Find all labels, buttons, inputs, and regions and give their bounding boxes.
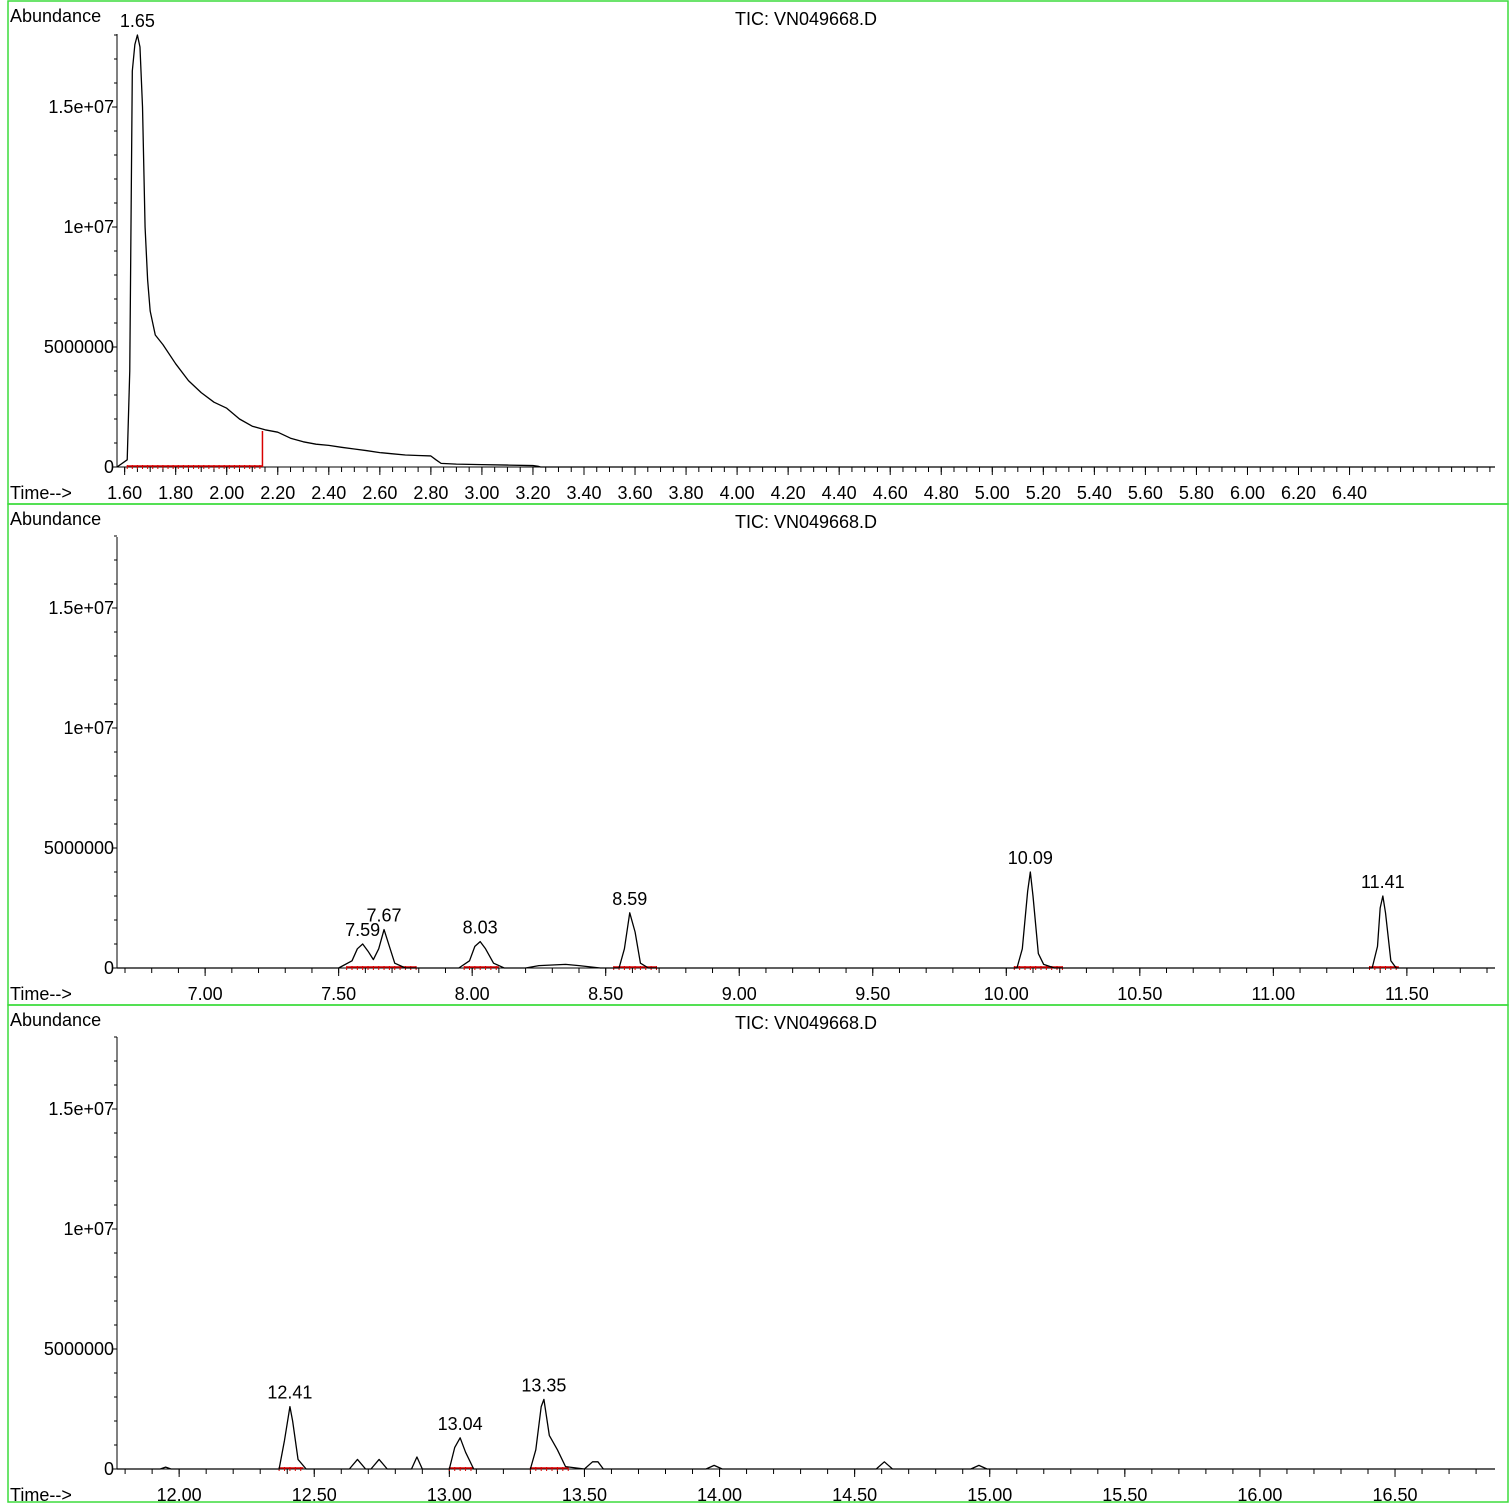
- y-axis-label: Abundance: [10, 6, 101, 26]
- x-tick-label: 12.00: [157, 1485, 202, 1503]
- x-tick-label: 3.80: [669, 483, 704, 503]
- x-tick-label: 2.60: [362, 483, 397, 503]
- panel-frame: [7, 503, 1509, 1006]
- panel-frame: [7, 0, 1509, 505]
- x-tick-label: 7.00: [188, 984, 223, 1004]
- x-axis-label: Time-->: [10, 1485, 72, 1503]
- x-tick-label: 5.40: [1077, 483, 1112, 503]
- x-tick-label: 3.00: [464, 483, 499, 503]
- y-tick-label: 1e+07: [63, 217, 114, 237]
- y-tick-label: 1.5e+07: [48, 97, 114, 117]
- x-tick-label: 2.00: [209, 483, 244, 503]
- x-tick-label: 15.50: [1102, 1485, 1147, 1503]
- x-tick-label: 8.00: [455, 984, 490, 1004]
- x-tick-label: 5.00: [975, 483, 1010, 503]
- chart-panel-2: TIC: VN049668.D Abundance Time--> 0 5000000 1…: [7, 503, 1509, 1006]
- y-tick-label: 1.5e+07: [48, 1099, 114, 1119]
- x-tick-label: 7.50: [321, 984, 356, 1004]
- x-tick-label: 3.20: [515, 483, 550, 503]
- peak-label: 11.41: [1361, 872, 1405, 892]
- peak-label: 7.59: [345, 920, 380, 940]
- x-tick-label: 11.00: [1251, 984, 1295, 1004]
- x-tick-label: 3.40: [566, 483, 601, 503]
- x-tick-label: 6.40: [1332, 483, 1367, 503]
- peak-label: 10.09: [1008, 848, 1053, 868]
- x-tick-label: 6.20: [1281, 483, 1316, 503]
- peak-label: 1.65: [120, 11, 155, 31]
- peak-label: 13.04: [438, 1414, 483, 1434]
- peak-label: 13.35: [521, 1375, 566, 1395]
- x-axis-label: Time-->: [10, 483, 72, 503]
- x-tick-label: 3.60: [618, 483, 653, 503]
- x-tick-label: 16.50: [1373, 1485, 1418, 1503]
- y-tick-label: 5000000: [44, 838, 114, 858]
- x-tick-label: 10.50: [1117, 984, 1162, 1004]
- y-tick-label: 0: [104, 958, 114, 978]
- x-tick-label: 11.50: [1385, 984, 1429, 1004]
- x-tick-label: 5.20: [1026, 483, 1061, 503]
- x-tick-label: 1.80: [158, 483, 193, 503]
- chart-panel-3: TIC: VN049668.D Abundance Time--> 0 5000000 1…: [7, 1004, 1509, 1503]
- x-tick-label: 4.40: [822, 483, 857, 503]
- y-tick-label: 5000000: [44, 337, 114, 357]
- y-tick-label: 1e+07: [63, 718, 114, 738]
- x-tick-label: 8.50: [588, 984, 623, 1004]
- peak-label: 7.67: [367, 906, 402, 926]
- x-tick-label: 9.50: [855, 984, 890, 1004]
- x-tick-label: 4.00: [720, 483, 755, 503]
- y-tick-label: 0: [104, 1459, 114, 1479]
- x-tick-label: 10.00: [984, 984, 1029, 1004]
- x-tick-label: 2.20: [260, 483, 295, 503]
- x-tick-label: 13.50: [562, 1485, 607, 1503]
- chart-title: TIC: VN049668.D: [735, 9, 877, 29]
- x-tick-label: 13.00: [427, 1485, 472, 1503]
- x-tick-label: 15.00: [967, 1485, 1012, 1503]
- x-tick-label: 4.60: [873, 483, 908, 503]
- chart-title: TIC: VN049668.D: [735, 512, 877, 532]
- y-axis-label: Abundance: [10, 1010, 101, 1030]
- y-tick-label: 1.5e+07: [48, 598, 114, 618]
- chart-panel-1: TIC: VN049668.D Abundance Time--> 0 5000000 1…: [7, 0, 1509, 505]
- x-tick-label: 9.00: [722, 984, 757, 1004]
- x-tick-label: 16.00: [1237, 1485, 1282, 1503]
- x-tick-label: 12.50: [292, 1485, 337, 1503]
- peak-label: 8.59: [612, 889, 647, 909]
- x-tick-label: 2.80: [413, 483, 448, 503]
- x-tick-label: 5.60: [1128, 483, 1163, 503]
- x-axis-label: Time-->: [10, 984, 72, 1004]
- x-tick-label: 4.20: [771, 483, 806, 503]
- peak-label: 8.03: [463, 918, 498, 938]
- chart-title: TIC: VN049668.D: [735, 1013, 877, 1033]
- x-tick-label: 14.00: [697, 1485, 742, 1503]
- tic-trace: [117, 871, 1495, 969]
- peak-label: 12.41: [267, 1383, 312, 1403]
- y-tick-label: 0: [104, 457, 114, 477]
- y-tick-label: 1e+07: [63, 1219, 114, 1239]
- x-tick-label: 2.40: [311, 483, 346, 503]
- x-tick-label: 4.80: [924, 483, 959, 503]
- y-axis-label: Abundance: [10, 509, 101, 529]
- x-tick-label: 14.50: [832, 1485, 877, 1503]
- y-tick-label: 5000000: [44, 1339, 114, 1359]
- panel-frame: [7, 1004, 1509, 1503]
- tic-trace: [117, 1398, 1495, 1470]
- x-tick-label: 1.60: [107, 483, 142, 503]
- x-tick-label: 6.00: [1230, 483, 1265, 503]
- x-tick-label: 5.80: [1179, 483, 1214, 503]
- tic-trace: [116, 34, 1495, 468]
